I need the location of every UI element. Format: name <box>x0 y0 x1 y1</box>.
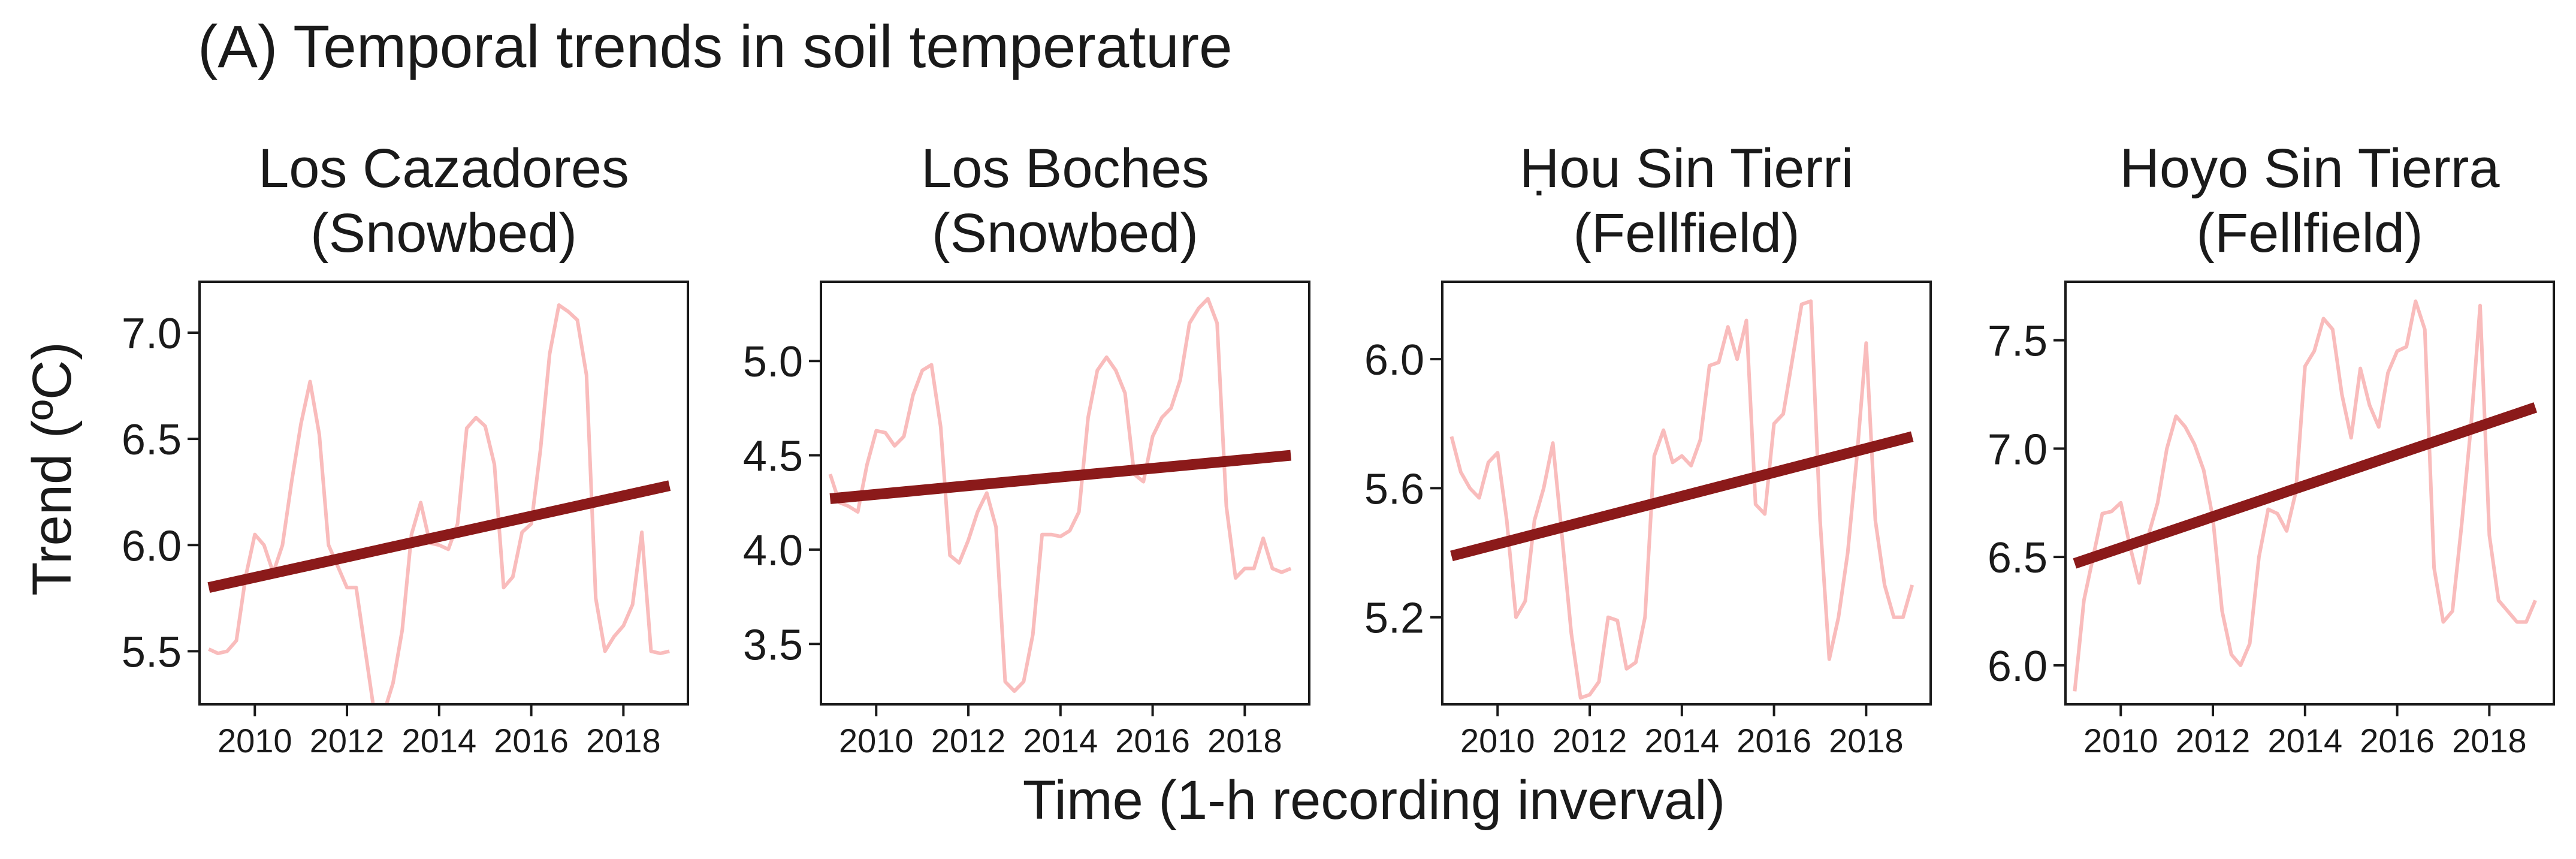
trend-line <box>2073 402 2538 569</box>
x-tick-label: 2014 <box>1645 722 1720 759</box>
y-tick-label: 4.5 <box>743 433 803 481</box>
y-tick-label: 5.5 <box>122 628 182 676</box>
panel-frame <box>198 281 689 706</box>
x-tick-label: 2010 <box>839 722 914 759</box>
raw-series-line <box>2073 299 2537 692</box>
raw-series-line <box>828 297 1292 693</box>
x-tick-label: 2014 <box>402 722 477 759</box>
x-axis-label: Time (1-h recording inverval) <box>1023 770 1726 831</box>
x-tick-label: 2014 <box>2268 722 2343 759</box>
panel-4: Hoyo Sin Tierra(Fellfield) 2010 2012 2014 20… <box>1988 138 2555 759</box>
y-tick-label: 6.0 <box>1988 643 2047 691</box>
trend-line <box>1450 431 1914 562</box>
x-tick-label: 2018 <box>1829 722 1904 759</box>
panel-frame <box>1441 281 1932 706</box>
x-tick-label: 2010 <box>218 722 292 759</box>
y-tick-label: 3.5 <box>743 621 803 669</box>
raw-series-line <box>1449 299 1914 700</box>
y-tick-label: 5.2 <box>1364 595 1424 643</box>
x-tick-label: 2012 <box>2176 722 2251 759</box>
panel-1: Los Cazadores(Snowbed) 2010 2012 2014 2016 20… <box>122 138 689 759</box>
trend-line <box>207 480 671 593</box>
panel-title-line2: (Snowbed) <box>932 203 1198 264</box>
trend-line <box>829 450 1292 504</box>
y-tick-label: 6.0 <box>1364 336 1424 384</box>
y-tick-label: 6.5 <box>1988 534 2047 582</box>
y-axis-label: Trend (ºC) <box>22 342 83 596</box>
y-tick-label: 4.0 <box>743 527 803 575</box>
x-tick-label: 2012 <box>1553 722 1627 759</box>
x-tick-label: 2016 <box>1737 722 1811 759</box>
figure-title: (A) Temporal trends in soil temperature <box>198 13 1233 80</box>
panels: Los Cazadores(Snowbed)2010 2012 2014 2016 20… <box>122 138 2555 759</box>
x-tick-label: 2016 <box>2360 722 2435 759</box>
y-tick-label: 5.6 <box>1364 465 1424 513</box>
y-tick-label: 6.5 <box>122 416 182 464</box>
x-tick-label: 2010 <box>1460 722 1535 759</box>
panel-title-line2: (Fellfield) <box>1573 203 1799 264</box>
panel-frame <box>2064 281 2555 706</box>
x-tick-label: 2012 <box>310 722 385 759</box>
panel-2: Los Boches(Snowbed) 2010 2012 2014 2016 2018 3… <box>743 138 1310 759</box>
y-tick-label: 6.0 <box>122 522 182 570</box>
y-tick-label: 5.0 <box>743 338 803 386</box>
x-tick-label: 2018 <box>2452 722 2527 759</box>
panel-title-line1: Los Boches <box>921 138 1209 199</box>
y-tick-label: 7.5 <box>1988 318 2047 366</box>
y-tick-label: 7.0 <box>122 310 182 358</box>
panel-title-line2: (Fellfield) <box>2196 203 2423 264</box>
x-tick-label: 2010 <box>2083 722 2158 759</box>
panel-3: Ḥou Sin Tierri(Fellfield) 2010 2012 2014 201… <box>1364 138 1932 759</box>
x-tick-label: 2012 <box>931 722 1006 759</box>
raw-series-line <box>208 303 670 704</box>
y-tick-label: 7.0 <box>1988 426 2047 474</box>
panel-title-line1: Los Cazadores <box>258 138 629 199</box>
panel-title-line1: Hoyo Sin Tierra <box>2119 138 2500 199</box>
panel-title-line1: Ḥou Sin Tierri <box>1520 138 1853 199</box>
x-tick-label: 2018 <box>1207 722 1282 759</box>
panel-frame <box>820 281 1310 706</box>
x-tick-label: 2018 <box>586 722 661 759</box>
x-tick-label: 2016 <box>494 722 569 759</box>
panel-title-line2: (Snowbed) <box>310 203 577 264</box>
x-tick-label: 2014 <box>1023 722 1098 759</box>
x-tick-label: 2016 <box>1115 722 1190 759</box>
